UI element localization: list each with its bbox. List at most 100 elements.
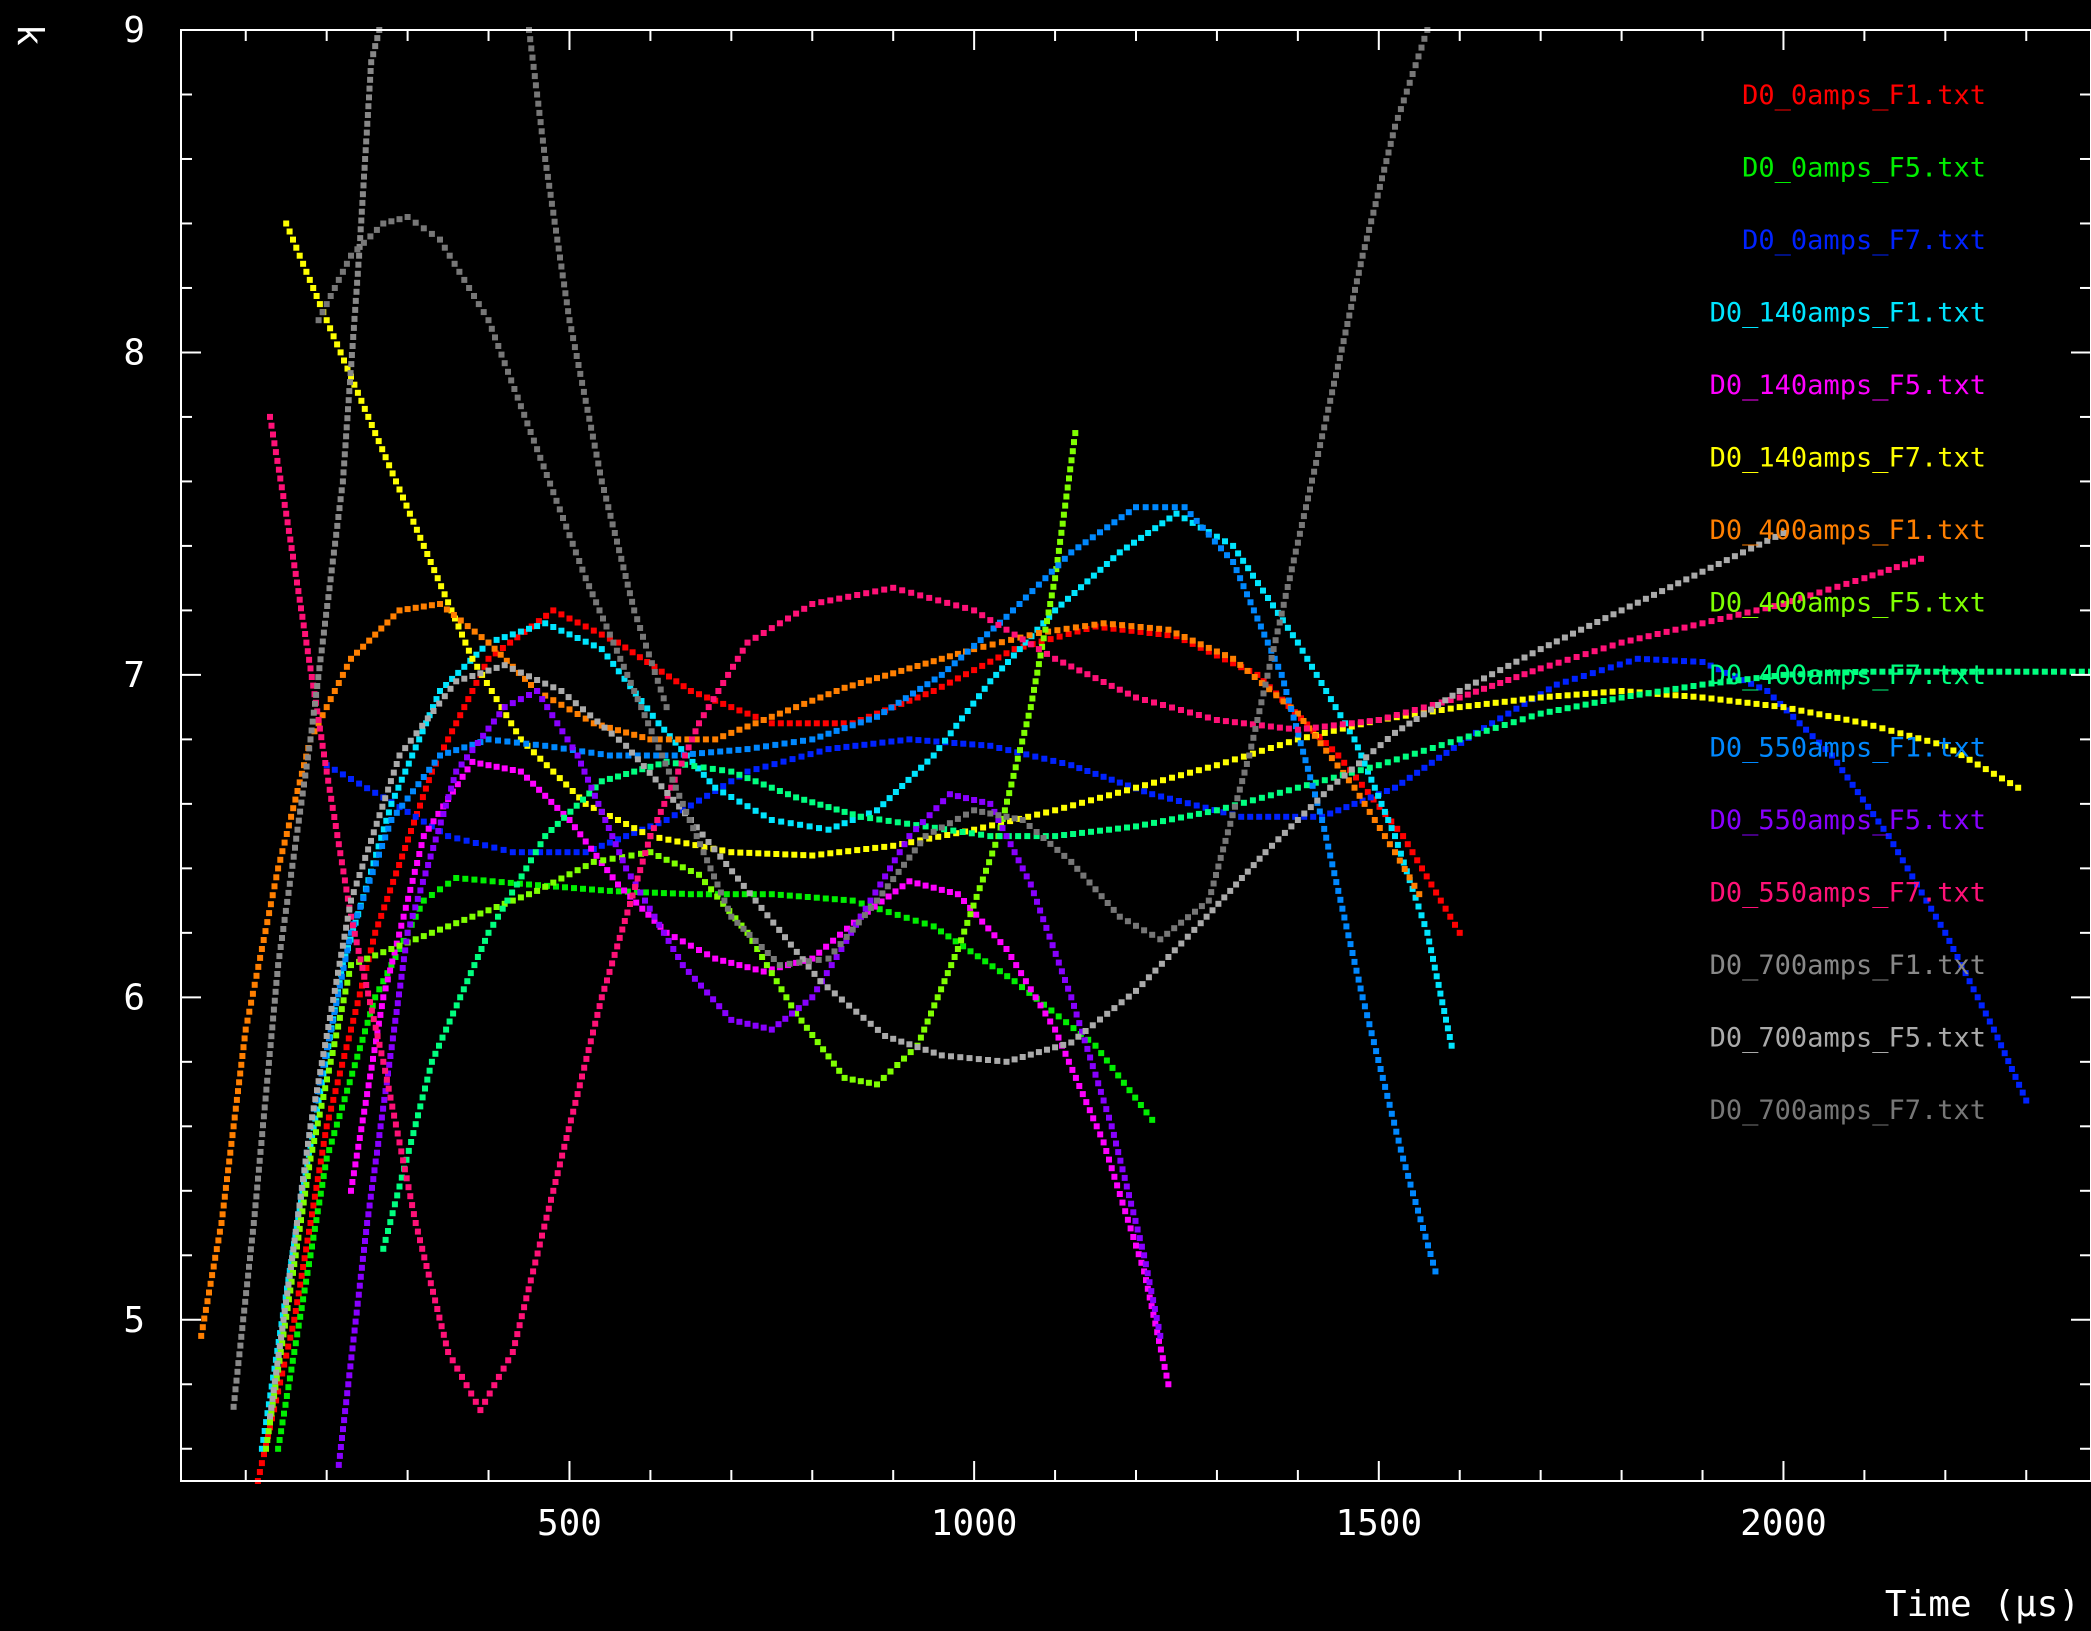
data-point <box>2005 668 2012 675</box>
data-point <box>527 1277 534 1284</box>
data-point <box>1392 729 1398 736</box>
data-point <box>388 1044 395 1051</box>
data-point <box>261 1451 267 1458</box>
data-point <box>1513 658 1520 665</box>
data-point <box>1356 792 1363 799</box>
data-point <box>509 631 516 638</box>
data-point <box>1208 889 1215 896</box>
data-point <box>517 768 524 775</box>
data-point <box>262 928 269 935</box>
data-point <box>1501 722 1508 728</box>
data-point <box>913 826 920 833</box>
data-point <box>1104 900 1111 906</box>
data-point <box>712 788 719 794</box>
data-point <box>1350 295 1357 302</box>
data-point <box>290 805 297 812</box>
data-point <box>623 865 630 872</box>
data-point <box>1373 1048 1380 1055</box>
data-point <box>1293 723 1299 730</box>
data-point <box>714 881 721 888</box>
data-point <box>619 854 626 861</box>
data-point <box>595 800 602 807</box>
data-point <box>287 536 294 543</box>
data-point <box>1282 592 1289 599</box>
data-point <box>1173 510 1180 517</box>
data-point <box>613 647 620 654</box>
data-point <box>396 946 403 952</box>
data-point <box>346 906 353 913</box>
data-point <box>1933 668 1940 675</box>
data-point <box>1909 873 1916 880</box>
data-point <box>1406 720 1413 727</box>
data-point <box>1897 668 1904 675</box>
data-point <box>611 530 618 536</box>
data-point <box>817 694 824 701</box>
data-point <box>412 604 419 611</box>
data-point <box>364 1091 371 1098</box>
data-point <box>382 1236 389 1243</box>
data-point <box>1095 1080 1102 1087</box>
data-point <box>333 978 340 985</box>
data-point <box>954 793 961 800</box>
data-point <box>335 841 342 848</box>
data-point <box>235 1088 241 1095</box>
data-point <box>1564 656 1571 663</box>
data-point <box>768 891 775 898</box>
data-point <box>1005 659 1011 665</box>
data-point <box>1825 586 1832 593</box>
data-point <box>1064 484 1071 491</box>
data-point <box>1274 813 1281 820</box>
data-point <box>1492 699 1499 706</box>
data-point <box>683 840 690 847</box>
data-point <box>962 604 969 611</box>
data-point <box>945 666 952 673</box>
data-point <box>227 1149 234 1156</box>
data-point <box>1309 477 1315 484</box>
data-point <box>412 1220 419 1226</box>
data-point <box>930 923 937 930</box>
data-point <box>1375 762 1382 769</box>
data-point <box>548 1196 554 1203</box>
data-point <box>1256 813 1263 820</box>
data-point <box>385 809 392 816</box>
data-point <box>732 915 739 922</box>
data-point <box>1528 695 1535 702</box>
data-point <box>1213 762 1220 769</box>
data-point <box>1353 967 1360 974</box>
data-point <box>359 1255 366 1262</box>
data-point <box>365 1211 372 1218</box>
data-point <box>1345 932 1352 939</box>
data-point <box>1187 511 1194 518</box>
data-point <box>1052 950 1059 957</box>
data-point <box>400 956 407 963</box>
data-point <box>930 752 937 759</box>
data-point <box>1994 1034 2001 1041</box>
data-point <box>382 985 389 992</box>
data-point <box>717 748 724 755</box>
data-point <box>1092 675 1099 682</box>
data-point <box>402 947 409 954</box>
data-point <box>375 843 382 850</box>
data-point <box>687 868 694 874</box>
data-point <box>467 970 474 977</box>
data-point <box>1429 702 1436 708</box>
data-point <box>2078 668 2085 675</box>
data-point <box>760 1024 767 1031</box>
data-point <box>954 650 961 657</box>
data-point <box>1865 803 1872 810</box>
data-point <box>320 1173 327 1180</box>
data-point <box>671 860 678 867</box>
data-point <box>691 763 698 770</box>
data-point <box>1003 626 1010 633</box>
data-point <box>662 752 669 759</box>
data-point <box>561 814 568 821</box>
data-point <box>1374 192 1381 199</box>
data-point <box>357 956 364 963</box>
data-point <box>987 617 994 624</box>
data-point <box>445 833 452 840</box>
data-point <box>720 700 727 707</box>
data-point <box>569 744 576 751</box>
data-point <box>895 868 902 875</box>
data-point <box>669 776 676 783</box>
data-point <box>379 803 386 810</box>
